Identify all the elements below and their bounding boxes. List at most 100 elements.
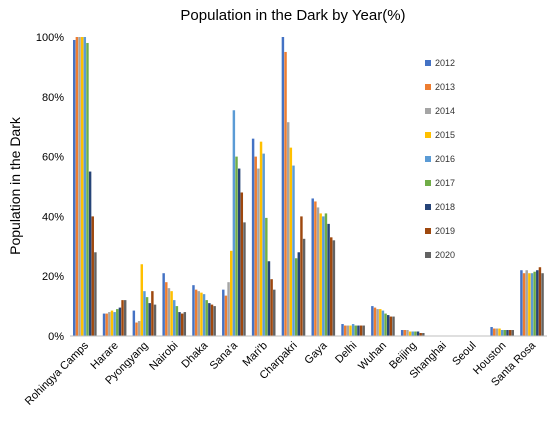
legend-label: 2016 — [435, 154, 455, 164]
legend-swatch — [425, 108, 431, 114]
bar — [330, 237, 333, 336]
legend-swatch — [425, 228, 431, 234]
bar — [284, 51, 287, 336]
bar — [314, 201, 317, 336]
bar — [224, 295, 228, 336]
bar — [416, 331, 420, 336]
legend-swatch — [425, 180, 431, 186]
bar — [530, 273, 534, 336]
bar — [135, 322, 138, 336]
bars — [73, 37, 544, 337]
bar — [116, 309, 119, 336]
bar — [137, 321, 141, 336]
y-tick-label: 0% — [48, 331, 64, 343]
bar — [392, 316, 395, 336]
bar — [357, 325, 360, 336]
bar — [265, 217, 268, 336]
bar — [151, 291, 154, 336]
bar — [108, 312, 111, 336]
bar — [289, 147, 293, 336]
bar — [222, 289, 225, 336]
bar — [91, 216, 94, 336]
bar — [83, 37, 87, 336]
legend-swatch — [425, 84, 431, 90]
bar — [343, 325, 347, 336]
bar — [110, 310, 114, 336]
legend-label: 2019 — [435, 226, 455, 236]
x-tick-label: Rohingya Camps — [23, 339, 92, 408]
bar — [148, 303, 151, 336]
bar — [113, 312, 116, 336]
bar — [251, 138, 255, 336]
bar — [506, 330, 509, 336]
bar — [75, 37, 79, 336]
bar — [495, 328, 499, 336]
bar — [123, 300, 127, 336]
bar — [208, 303, 211, 336]
bar — [522, 273, 526, 336]
y-axis-ticks: 0% 20% 40% 60% 80% 100% — [36, 32, 64, 343]
bar — [143, 291, 146, 336]
x-axis-ticks: Rohingya CampsHararePyongyangNairobiDhak… — [23, 339, 539, 408]
bar — [78, 37, 81, 336]
chart-title: Population in the Dark by Year(%) — [180, 7, 405, 24]
bar — [381, 310, 385, 336]
bar — [153, 304, 157, 336]
bar — [525, 270, 528, 336]
y-axis-title: Population in the Dark — [7, 116, 23, 255]
bar — [240, 192, 244, 336]
bar — [267, 261, 271, 336]
bar — [140, 264, 144, 336]
y-tick-label: 20% — [42, 271, 64, 283]
bar — [105, 313, 108, 336]
bar — [533, 271, 536, 336]
bar — [205, 300, 208, 336]
bar — [257, 168, 260, 336]
bar — [213, 306, 216, 336]
bar — [145, 297, 149, 336]
bar — [498, 328, 501, 336]
bar — [376, 309, 379, 336]
bar — [414, 331, 417, 336]
bar — [286, 122, 290, 336]
bar — [354, 325, 357, 336]
bar — [94, 252, 97, 336]
bar — [311, 198, 314, 336]
legend-swatch — [425, 156, 431, 162]
bar — [520, 270, 523, 336]
x-tick-label: Sana'a — [208, 339, 241, 372]
x-tick-label: Dhaka — [179, 339, 211, 371]
bar — [259, 141, 263, 336]
legend-swatch — [425, 252, 431, 258]
bar — [349, 325, 352, 336]
bar — [86, 42, 89, 336]
bar — [243, 222, 246, 336]
bar — [538, 267, 542, 336]
bar — [351, 324, 355, 336]
y-tick-label: 100% — [36, 32, 64, 44]
bar — [294, 258, 298, 336]
bar — [170, 291, 173, 336]
bar — [73, 39, 76, 337]
legend-swatch — [425, 204, 431, 210]
x-tick-label: Seoul — [450, 340, 478, 368]
legend-label: 2012 — [435, 58, 455, 68]
bar — [422, 333, 425, 336]
bar — [379, 309, 382, 336]
bar — [88, 171, 92, 336]
bar — [493, 328, 496, 336]
bar — [419, 333, 422, 336]
x-tick-label: Gaya — [302, 339, 330, 367]
bar — [327, 223, 330, 337]
bar — [324, 213, 328, 336]
bar — [362, 325, 365, 336]
bar — [500, 330, 504, 336]
bar — [80, 37, 84, 336]
bar — [165, 282, 168, 336]
bar — [194, 289, 198, 336]
legend-label: 2015 — [435, 130, 455, 140]
x-tick-label: Wuhan — [356, 340, 389, 373]
bar — [178, 312, 181, 336]
bar — [408, 331, 412, 336]
